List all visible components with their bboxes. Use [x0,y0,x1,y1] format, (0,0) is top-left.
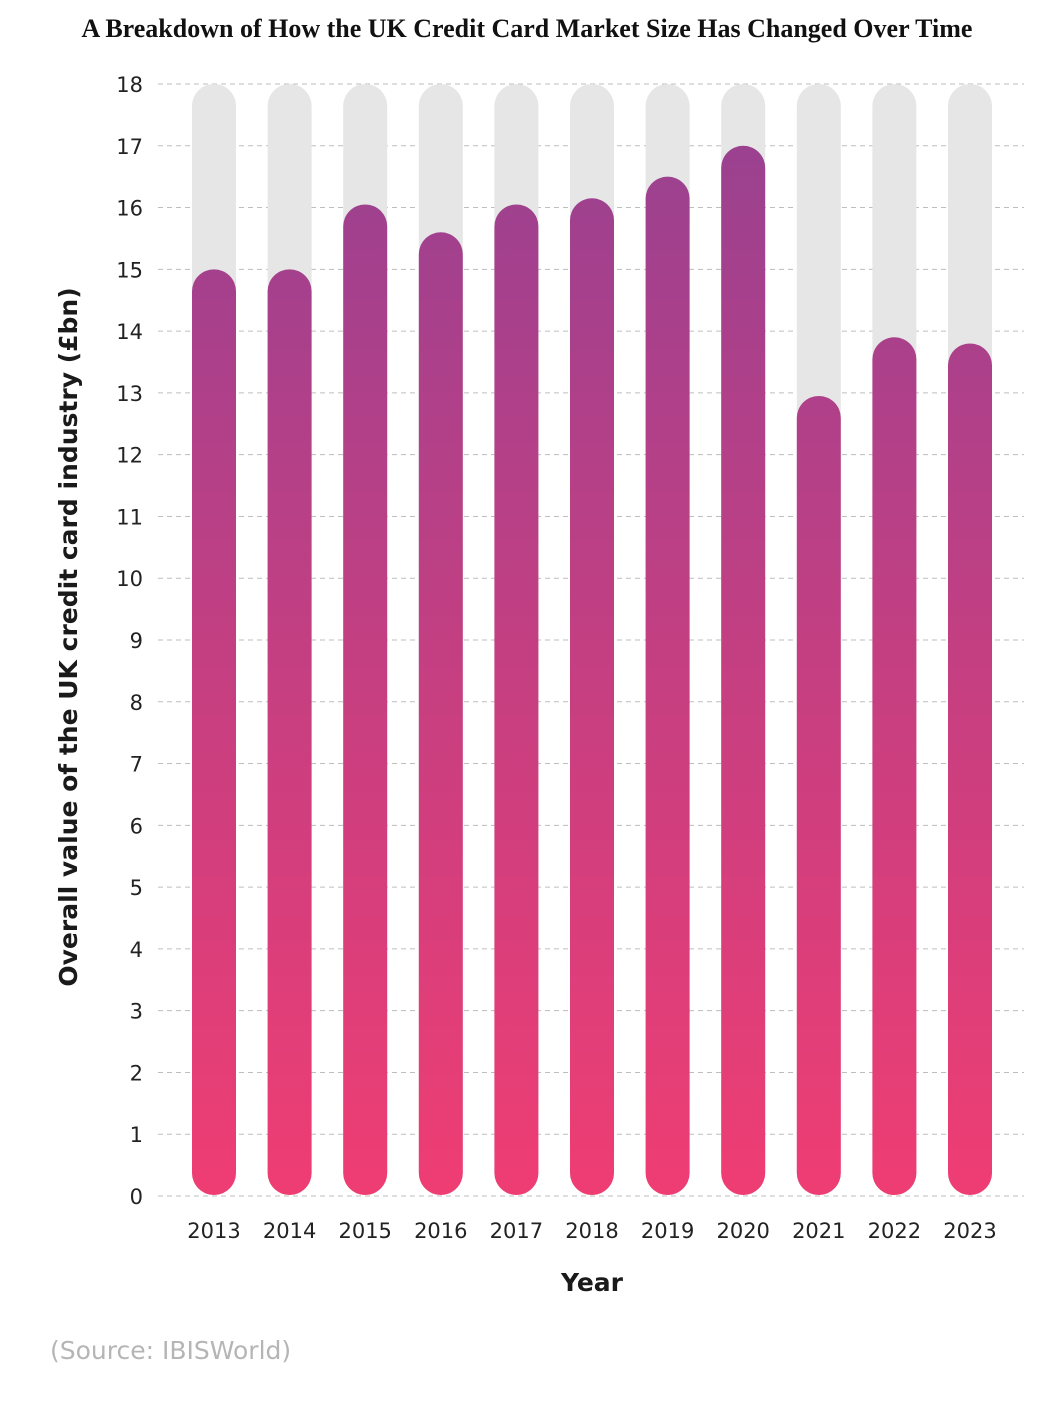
bar-2016 [418,232,463,1195]
x-tick-label: 2019 [641,1219,694,1243]
x-tick-label: 2021 [792,1219,845,1243]
x-tick-label: 2013 [187,1219,240,1243]
y-tick-label: 6 [130,814,143,838]
x-tick-label: 2023 [943,1219,996,1243]
x-axis-ticks: 2013 2014 2015 2016 2017 2018 2019 2020 2021 2022… [187,1219,996,1243]
y-tick-label: 7 [130,753,143,777]
y-tick-label: 4 [130,938,143,962]
bar-2014 [267,269,312,1195]
y-tick-label: 5 [130,876,143,900]
x-axis-label: Year [560,1268,624,1297]
bar-2015 [343,204,388,1195]
x-tick-label: 2017 [490,1219,543,1243]
y-tick-label: 13 [116,382,143,406]
y-tick-label: 12 [116,444,143,468]
bar-2021 [796,395,841,1195]
y-tick-label: 11 [116,505,143,529]
bar-2019 [645,176,690,1195]
x-tick-label: 2018 [565,1219,618,1243]
y-tick-label: 16 [116,197,143,221]
x-tick-label: 2022 [868,1219,921,1243]
x-tick-label: 2020 [716,1219,769,1243]
y-tick-label: 2 [130,1061,143,1085]
y-tick-label: 9 [130,629,143,653]
source-note: (Source: IBISWorld) [50,1336,292,1365]
y-tick-label: 14 [116,320,143,344]
y-tick-label: 18 [116,73,143,97]
y-axis-label: Overall value of the UK credit card indu… [54,287,83,986]
bar-2013 [192,269,236,1195]
y-tick-label: 17 [116,135,143,159]
x-tick-label: 2015 [338,1219,391,1243]
y-tick-label: 1 [130,1123,143,1147]
bar-2018 [570,198,614,1196]
bar-2022 [872,337,917,1195]
bar-2020 [721,145,766,1195]
x-tick-label: 2014 [263,1219,316,1243]
chart-title: A Breakdown of How the UK Credit Card Ma… [81,14,973,43]
bars [192,145,992,1196]
bar-2023 [948,343,992,1195]
x-tick-label: 2016 [414,1219,467,1243]
y-tick-label: 8 [130,691,143,715]
y-tick-label: 15 [116,258,143,282]
y-tick-label: 10 [116,567,143,591]
bar-2017 [494,204,539,1195]
y-tick-label: 0 [130,1185,143,1209]
y-tick-label: 3 [130,1000,143,1024]
